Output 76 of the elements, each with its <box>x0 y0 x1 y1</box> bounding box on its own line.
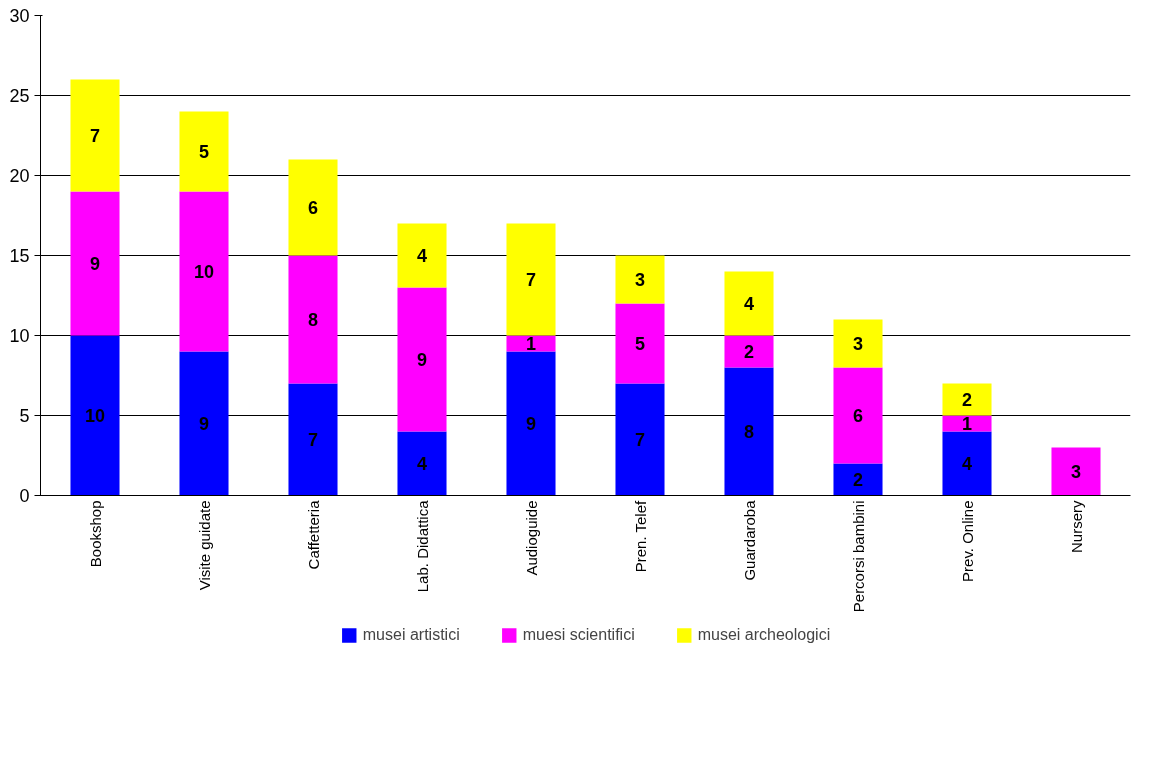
bar <box>724 367 774 496</box>
x-tick-label: Bookshop <box>86 500 104 568</box>
data-label: 4 <box>961 454 973 474</box>
data-label: 8 <box>743 422 755 442</box>
bar <box>506 351 556 496</box>
y-tick-label: 20 <box>9 166 30 186</box>
x-tick-label: Pren. Telef <box>631 499 649 573</box>
data-label: 5 <box>634 334 646 354</box>
data-label: 6 <box>307 198 319 218</box>
data-label: 10 <box>84 406 106 426</box>
data-label: 7 <box>89 126 101 146</box>
data-label: 1 <box>961 414 973 434</box>
data-label: 4 <box>416 454 428 474</box>
bar <box>288 159 338 256</box>
bar <box>615 303 665 384</box>
bar <box>506 335 556 352</box>
bar <box>179 191 229 352</box>
bar <box>506 223 556 336</box>
bar <box>397 431 447 496</box>
data-label: 9 <box>198 414 210 434</box>
data-label: 9 <box>416 350 428 370</box>
bar <box>179 351 229 496</box>
bar <box>833 463 883 496</box>
y-tick-label: 5 <box>19 406 30 426</box>
bar <box>288 255 338 384</box>
data-label: 7 <box>634 430 646 450</box>
data-label: 1 <box>525 334 537 354</box>
y-tick-label: 30 <box>9 6 30 26</box>
data-label: 7 <box>307 430 319 450</box>
y-tick-label: 0 <box>19 486 30 506</box>
y-tick-label: 10 <box>9 326 30 346</box>
data-label: 7 <box>525 270 537 290</box>
data-label: 10 <box>193 262 215 282</box>
data-label: 2 <box>852 470 864 490</box>
x-tick-label: Visite guidate <box>195 500 213 591</box>
bar <box>942 431 992 496</box>
data-label: 2 <box>743 342 755 362</box>
x-tick-label: Audioguide <box>522 500 540 576</box>
data-label: 4 <box>416 246 428 266</box>
x-tick-label: Caffetteria <box>304 499 322 570</box>
data-label: 4 <box>743 294 755 314</box>
bar <box>397 223 447 288</box>
bar <box>615 255 665 304</box>
bar <box>179 111 229 192</box>
data-label: 6 <box>852 406 864 426</box>
legend-label: muesi scientifici <box>522 626 635 644</box>
bar <box>833 319 883 368</box>
x-tick-label: Nursery <box>1067 500 1085 554</box>
data-label: 2 <box>961 390 973 410</box>
data-label: 3 <box>852 334 864 354</box>
bar <box>942 383 992 416</box>
x-tick-label: Percorsi bambini <box>849 500 867 613</box>
x-tick-label: Prev. Online <box>958 500 976 582</box>
data-label: 9 <box>89 254 101 274</box>
bar <box>615 383 665 496</box>
data-label: 3 <box>1070 462 1082 482</box>
bar <box>1051 447 1101 496</box>
bar <box>397 287 447 432</box>
legend-label: musei artistici <box>362 626 460 644</box>
bar <box>70 79 120 192</box>
data-label: 5 <box>198 142 210 162</box>
legend-label: musei archeologici <box>697 626 831 644</box>
data-label: 8 <box>307 310 319 330</box>
bar <box>70 335 120 496</box>
bar <box>70 191 120 336</box>
bar <box>288 383 338 496</box>
data-label: 9 <box>525 414 537 434</box>
data-label: 3 <box>634 270 646 290</box>
bar <box>833 367 883 464</box>
bar <box>724 271 774 336</box>
x-tick-label: Guardaroba <box>740 499 758 581</box>
y-tick-label: 15 <box>9 246 30 266</box>
x-tick-label: Lab. Didattica <box>413 499 431 593</box>
bar <box>724 335 774 368</box>
bar <box>942 415 992 432</box>
y-tick-label: 25 <box>9 86 30 106</box>
